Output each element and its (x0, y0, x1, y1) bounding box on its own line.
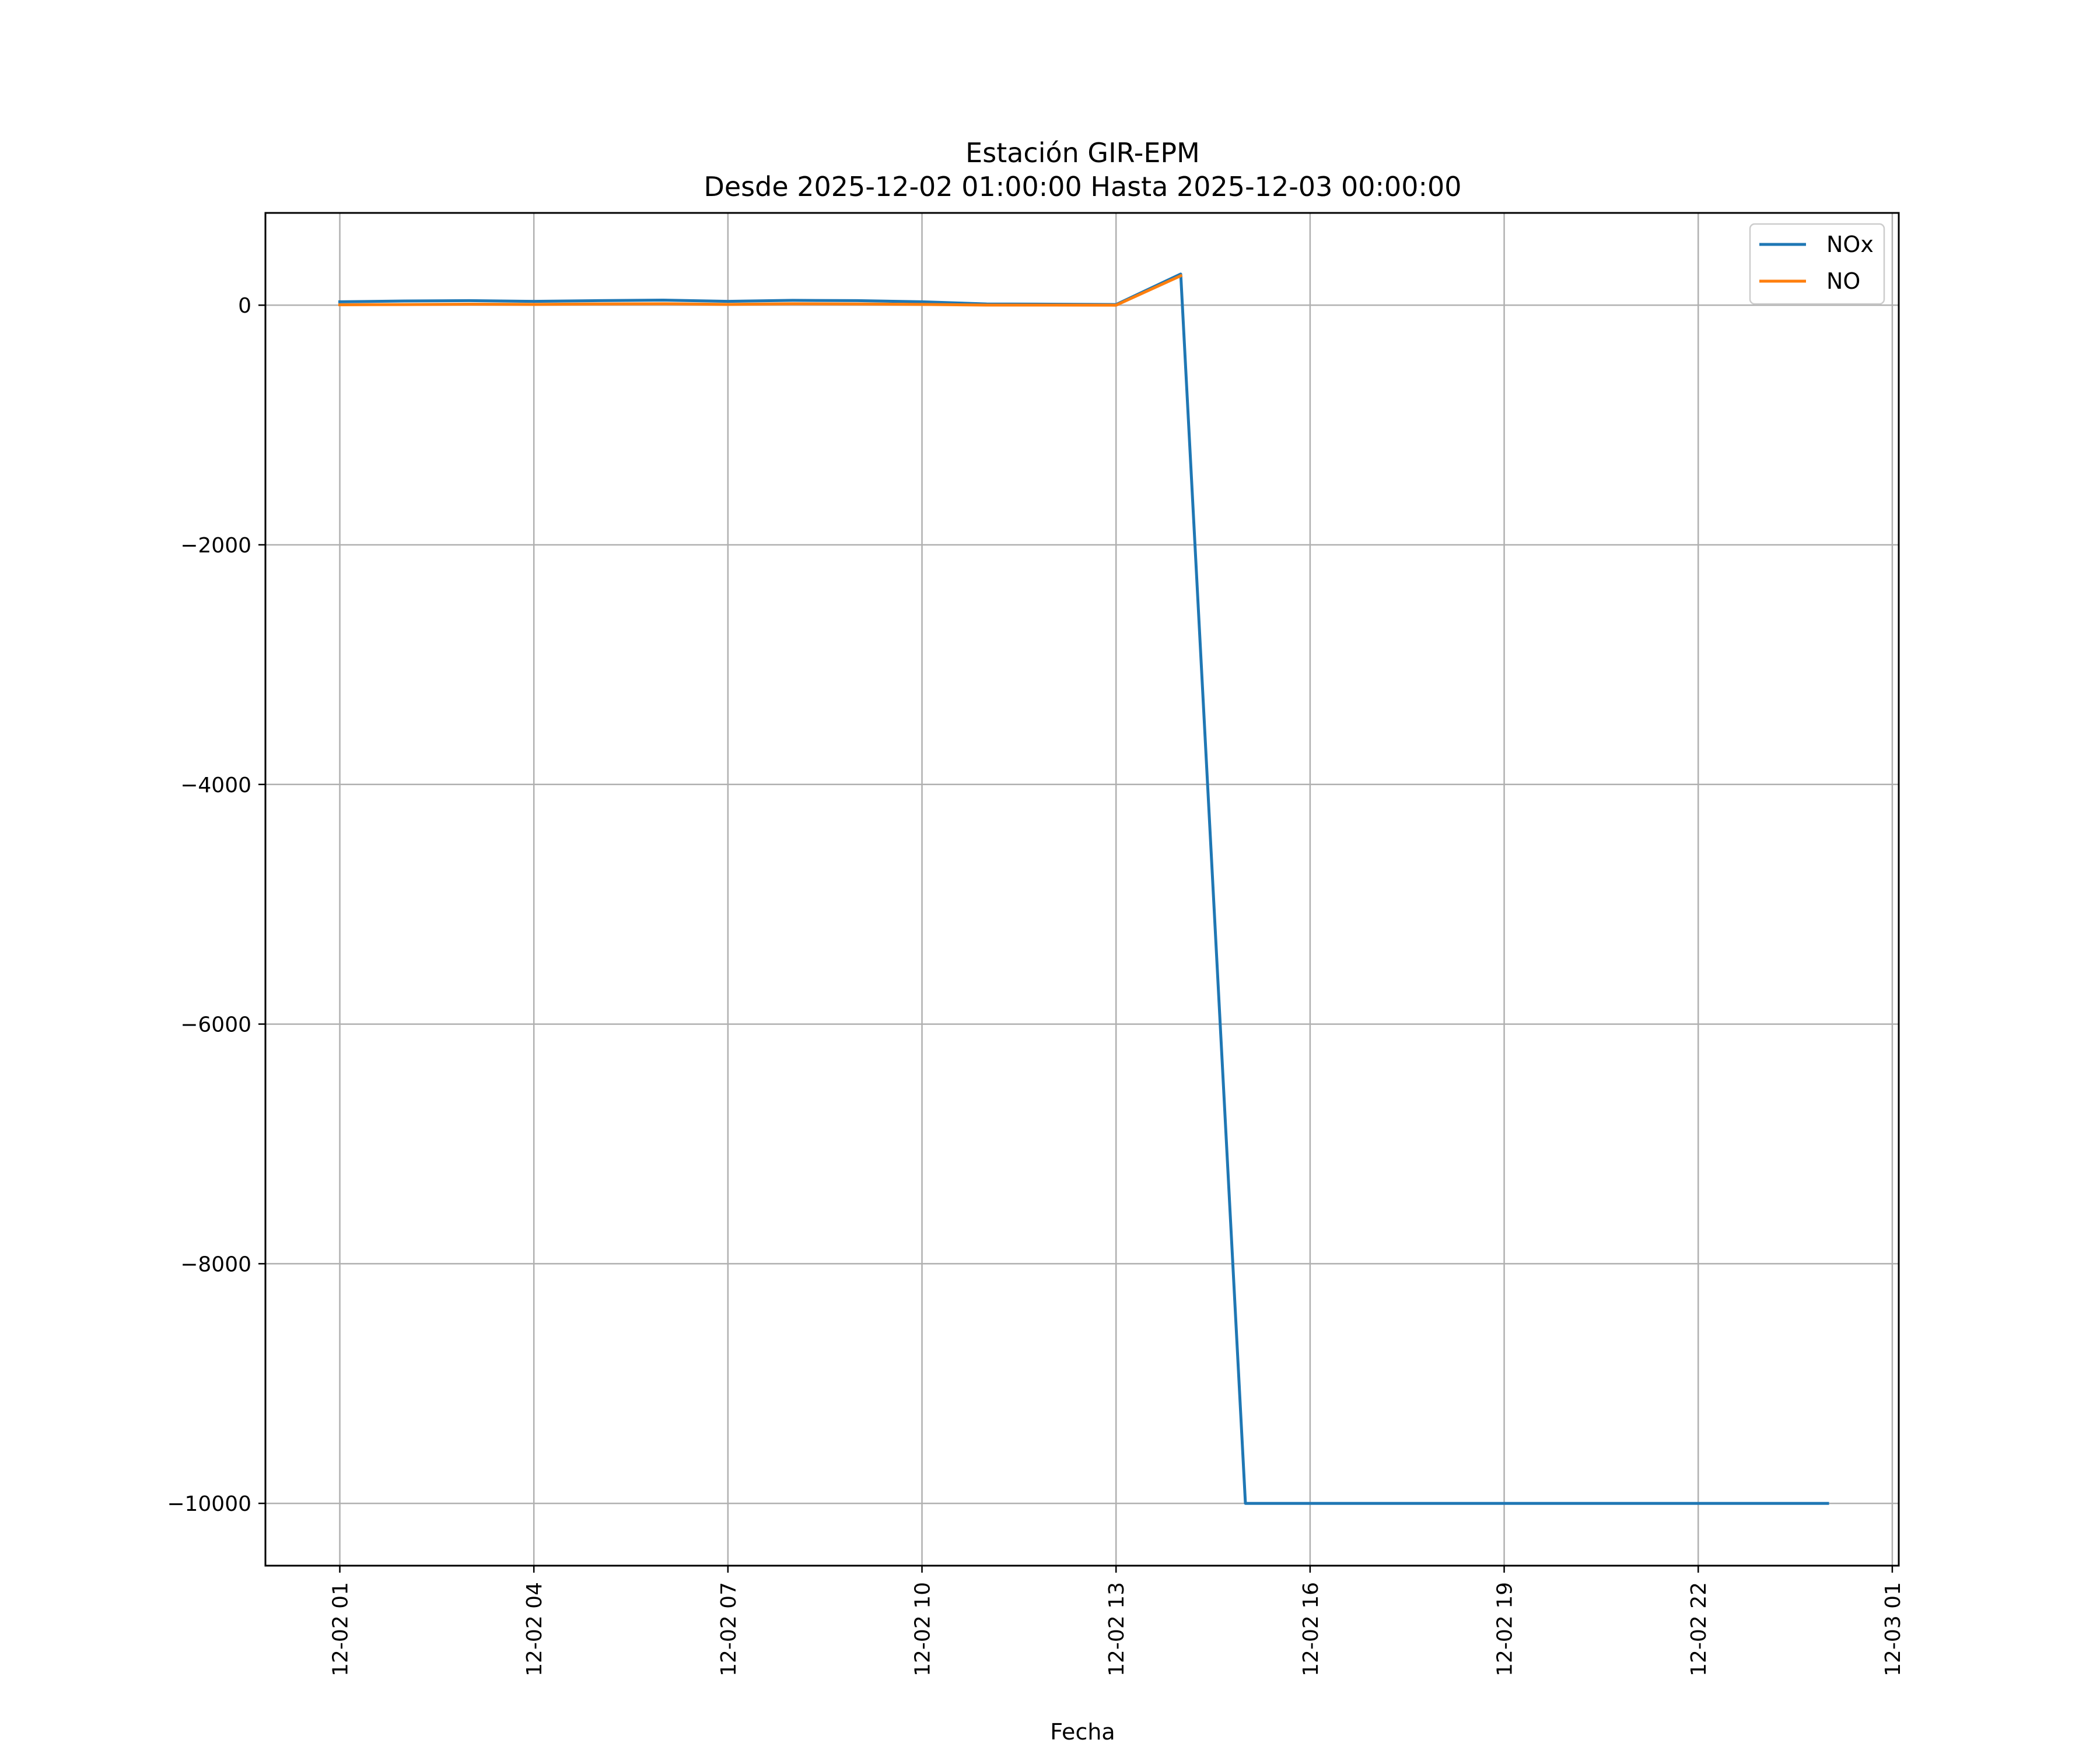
x-tick-label: 12-02 19 (1493, 1582, 1517, 1676)
chart-title: Estación GIR-EPM (965, 137, 1200, 169)
series-line-no (338, 274, 1183, 307)
legend-label-nox: NOx (1826, 232, 1874, 257)
axes-frame (264, 212, 1900, 1567)
y-tick-label: 0 (238, 294, 251, 318)
plot-area (338, 272, 1829, 1505)
chart-subtitle: Desde 2025-12-02 01:00:00 Hasta 2025-12-… (704, 171, 1461, 202)
x-tick-label: 12-02 22 (1687, 1582, 1711, 1676)
y-tick-label: −8000 (180, 1252, 251, 1276)
x-tick-label: 12-02 10 (911, 1582, 935, 1676)
ticks: 12-02 01 12-02 04 12-02 07 12-02 10 12-02 13… (167, 294, 1905, 1676)
grid (265, 213, 1899, 1566)
legend-label-no: NO (1826, 268, 1860, 294)
y-tick-label: −6000 (180, 1013, 251, 1037)
x-tick-label: 12-03 01 (1881, 1582, 1905, 1676)
x-tick-label: 12-02 07 (717, 1582, 741, 1676)
x-tick-label: 12-02 01 (329, 1582, 353, 1676)
x-tick-label: 12-02 04 (523, 1582, 547, 1676)
x-tick-label: 12-02 13 (1105, 1582, 1129, 1676)
y-tick-label: −10000 (167, 1492, 251, 1516)
legend: NOx NO (1749, 223, 1885, 305)
x-tick-label: 12-02 16 (1299, 1582, 1323, 1676)
y-tick-label: −4000 (180, 774, 251, 797)
y-tick-label: −2000 (180, 534, 251, 558)
series-line-nox (338, 272, 1829, 1505)
x-axis-label: Fecha (1050, 1719, 1115, 1745)
